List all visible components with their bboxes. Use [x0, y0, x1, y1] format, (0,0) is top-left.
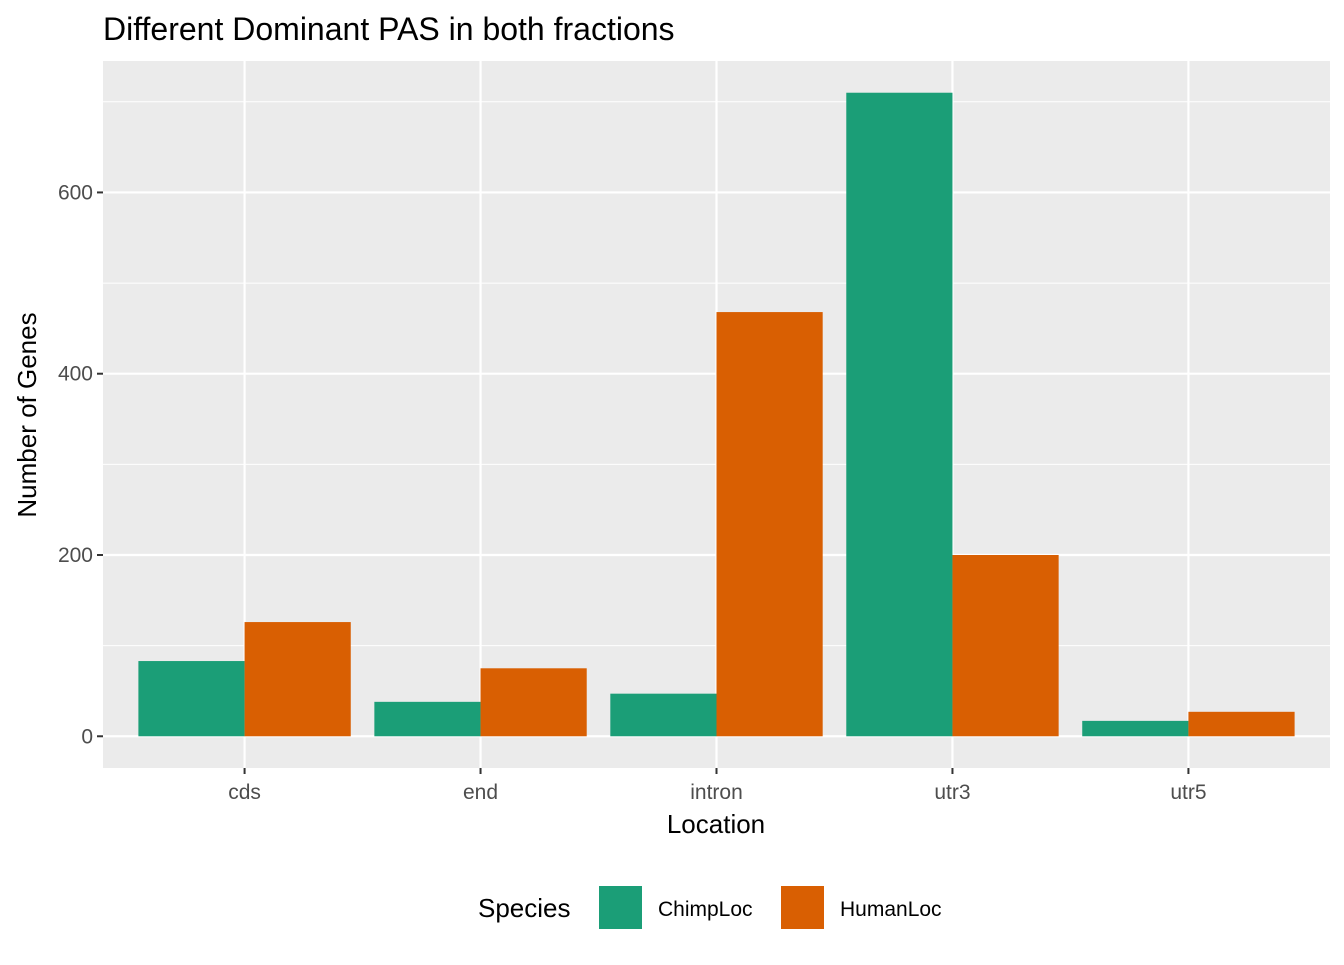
x-tick-label: end — [463, 781, 498, 804]
bar-chimploc-cds — [138, 661, 245, 737]
x-tick-label: intron — [690, 781, 743, 804]
legend-key-humanloc — [781, 886, 824, 929]
bar-chimploc-utr3 — [846, 92, 953, 737]
bar-chimploc-intron — [610, 693, 717, 737]
y-axis: 0 200 400 600 — [58, 181, 103, 748]
bar-humanloc-utr5 — [1188, 711, 1295, 737]
x-tick-label: utr3 — [934, 781, 970, 804]
bar-chimploc-end — [374, 701, 481, 737]
bar-humanloc-cds — [244, 622, 351, 737]
bar-humanloc-end — [480, 668, 587, 737]
legend-label-humanloc: HumanLoc — [840, 898, 942, 921]
x-tick-label: utr5 — [1170, 781, 1206, 804]
legend-title: Species — [478, 893, 571, 923]
legend: Species ChimpLoc HumanLoc — [478, 886, 942, 929]
x-axis: cds end intron utr3 utr5 — [228, 768, 1207, 804]
chart-title: Different Dominant PAS in both fractions — [103, 11, 675, 47]
bar-humanloc-utr3 — [952, 554, 1059, 737]
legend-key-chimploc — [599, 886, 642, 929]
bars-group — [138, 92, 1295, 737]
legend-label-chimploc: ChimpLoc — [658, 898, 753, 921]
bar-chimploc-utr5 — [1082, 720, 1189, 737]
y-tick-label: 600 — [58, 181, 93, 204]
bar-humanloc-intron — [716, 312, 823, 737]
y-axis-title: Number of Genes — [12, 312, 42, 517]
legend-items: ChimpLoc HumanLoc — [599, 886, 942, 929]
y-tick-label: 0 — [81, 725, 93, 748]
y-tick-label: 400 — [58, 363, 93, 386]
y-tick-label: 200 — [58, 544, 93, 567]
x-axis-title: Location — [667, 809, 765, 839]
x-tick-label: cds — [228, 781, 261, 804]
